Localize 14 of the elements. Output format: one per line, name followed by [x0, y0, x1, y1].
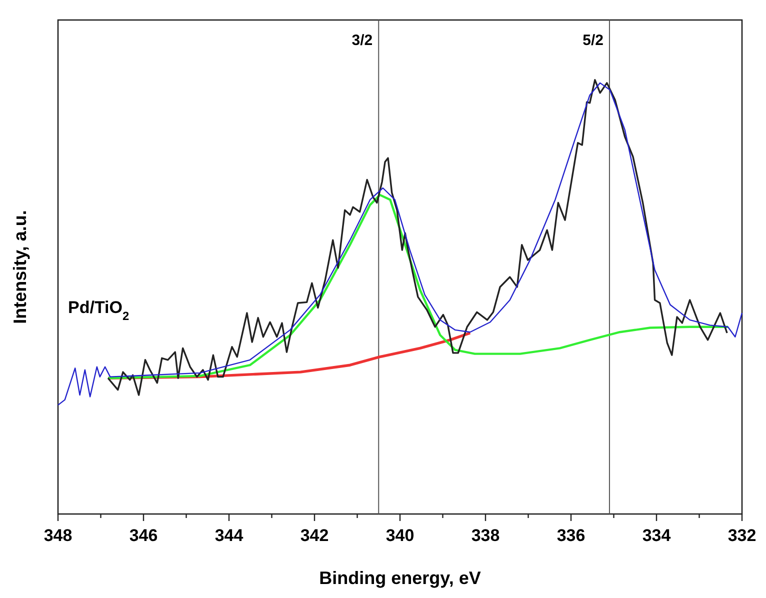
- x-tick-label: 344: [214, 526, 244, 545]
- x-tick-label: 334: [642, 526, 672, 545]
- x-axis-title: Binding energy, eV: [319, 568, 481, 588]
- x-tick-label: 338: [471, 526, 500, 545]
- y-axis-title: Intensity, a.u.: [10, 210, 30, 324]
- x-tick-label: 342: [300, 526, 329, 545]
- annotation: Pd/TiO$_{2}$: [68, 298, 130, 323]
- x-tick-label: 336: [556, 526, 586, 545]
- annotation: 3/2: [352, 32, 373, 50]
- x-tick-label: 340: [386, 526, 414, 545]
- annotation: 5/2: [582, 32, 604, 50]
- x-tick-label: 332: [728, 526, 756, 545]
- x-tick-label: 348: [44, 526, 72, 545]
- x-tick-label: 346: [129, 526, 158, 545]
